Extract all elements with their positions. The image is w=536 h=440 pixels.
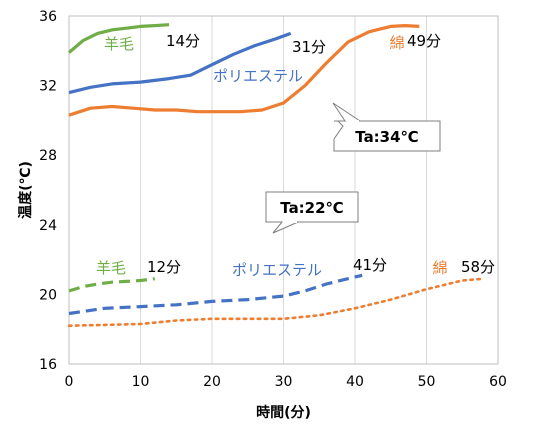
series-line-polyester-22 (68, 273, 363, 316)
x-tick-label: 60 (489, 374, 507, 390)
x-tick-label: 20 (203, 374, 221, 390)
callout-ta34-pointer (332, 102, 361, 122)
series-time-label-wool-22: 12分 (147, 258, 181, 276)
series-time-label-cotton-34: 49分 (407, 32, 441, 50)
y-tick-label: 24 (39, 218, 57, 234)
x-tick-label: 40 (346, 374, 364, 390)
callout-ta22-shape (265, 191, 359, 223)
y-tick-label: 20 (39, 287, 57, 303)
axis-layer: 0 10 20 30 40 50 60 16 20 24 28 32 36 時間(分) 温度(℃) (17, 9, 507, 421)
series-line-polyester-34 (68, 31, 292, 95)
y-axis-title: 温度(℃) (17, 161, 34, 219)
y-tick-label: 16 (39, 357, 57, 373)
series-time-label-wool-34: 14分 (166, 32, 200, 50)
grid-layer (140, 16, 499, 364)
x-tick-label: 50 (418, 374, 436, 390)
series-name-label-wool-22: 羊毛 (96, 259, 126, 277)
callout-ta22: Ta:22℃ (265, 191, 359, 234)
x-axis-title: 時間(分) (256, 404, 311, 421)
callout-ta34-shape (333, 120, 441, 152)
series-line-cotton-22 (67, 277, 486, 328)
series-name-label-polyester-34: ポリエステル (213, 67, 303, 85)
plot-frame (68, 15, 499, 365)
series-line-wool-22 (68, 277, 155, 293)
y-tick-label: 32 (39, 79, 57, 95)
y-tick-label: 28 (39, 148, 57, 164)
series-name-label-cotton-22: 綿 (432, 259, 447, 277)
label-layer: 羊毛 14分ポリエステル31分綿 49分羊毛 12分 ポリエステル 41分綿 58分 (96, 32, 495, 279)
series-name-label-polyester-22: ポリエステル (232, 261, 322, 279)
callout-ta34: Ta:34℃ (332, 102, 441, 152)
callout-layer: Ta:34℃ Ta:22℃ (265, 102, 441, 234)
x-tick-label: 10 (132, 374, 150, 390)
callout-ta22-pointer (272, 221, 299, 234)
series-line-cotton-34 (68, 24, 420, 117)
callout-ta34-text: Ta:34℃ (355, 128, 418, 146)
series-time-label-polyester-22: 41分 (353, 256, 387, 274)
series-line-wool-34 (67, 23, 170, 54)
y-tick-label: 36 (39, 9, 57, 25)
series-name-label-cotton-34: 綿 (389, 34, 404, 52)
series-time-label-polyester-34: 31分 (292, 38, 326, 56)
series-layer (67, 23, 486, 328)
callout-ta22-text: Ta:22℃ (280, 199, 343, 217)
x-tick-label: 30 (275, 374, 293, 390)
x-tick-label: 0 (65, 374, 74, 390)
series-time-label-cotton-22: 58分 (461, 258, 495, 276)
series-name-label-wool-34: 羊毛 (104, 35, 134, 53)
